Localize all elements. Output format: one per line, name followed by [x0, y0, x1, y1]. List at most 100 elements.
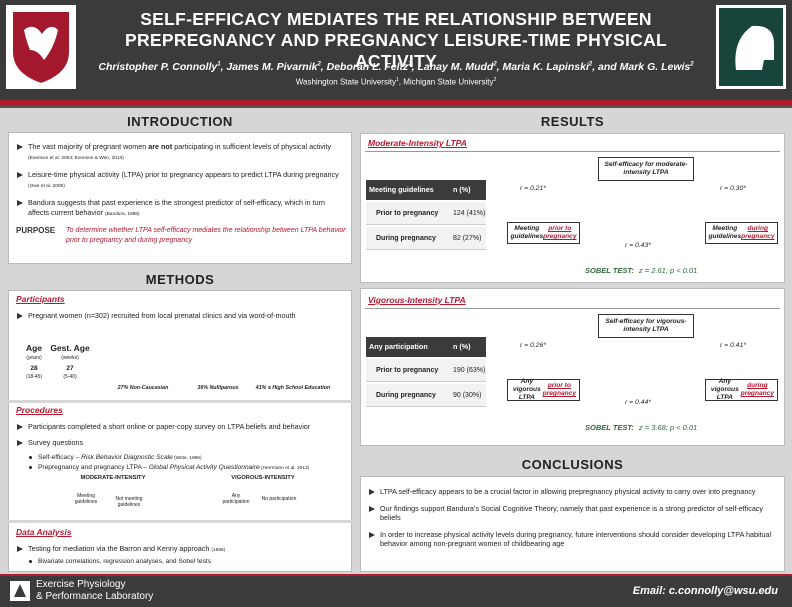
diagram-option: Meeting guidelines: [74, 493, 98, 505]
text-segment: prior to pregnancy: [543, 225, 577, 240]
path-label: r = 0.44*: [625, 399, 651, 406]
path-label: r = 0.43*: [625, 242, 651, 249]
footer-stripe: [0, 574, 792, 576]
bullet: In order to increase physical activity l…: [368, 530, 780, 549]
author: , James M. Pivarnik: [220, 61, 318, 73]
sub-bullet: Prepregnancy and pregnancy LTPA – Global…: [16, 463, 346, 473]
bullet: Pregnant women (n=302) recruited from lo…: [16, 311, 346, 321]
section-heading: METHODS: [145, 272, 215, 287]
subsection-heading: Data Analysis: [16, 527, 72, 537]
demographic-unit: (years): [26, 355, 42, 361]
title: PREPREGNANCY AND PREGNANCY LEISURE-TIME …: [124, 30, 668, 71]
introduction-panel: [8, 132, 352, 264]
bullet: Bandura suggests that past experience is…: [16, 198, 346, 219]
bullet: Testing for mediation via the Barron and…: [16, 544, 346, 556]
text-segment: Prepregnancy and pregnancy LTPA –: [38, 464, 149, 471]
pie-caption: 36% Nulliparous: [197, 385, 239, 391]
table-header: Any participation: [366, 337, 450, 357]
affiliation-mark: 2: [317, 61, 321, 68]
sub-bullet: Self-efficacy – Risk Behavior Diagnostic…: [16, 453, 346, 463]
affiliation-mark: 2: [690, 61, 694, 68]
pie-caption: 41% ≤ High School Education: [255, 385, 331, 391]
table-cell: Prior to pregnancy: [366, 202, 450, 225]
demographic-label: Age: [25, 343, 43, 353]
bullet: The vast majority of pregnant women are …: [16, 142, 346, 163]
diagram-node: Meeting guidelines during pregnancy: [705, 222, 778, 244]
table-cell: 190 (63%): [450, 359, 486, 382]
conclusions-panel: [360, 476, 785, 572]
sobel-label: SOBEL TEST:: [585, 423, 634, 432]
diagram-node: Meeting guidelines prior to pregnancy: [507, 222, 580, 244]
author: , Lanay M. Mudd: [411, 61, 494, 73]
affiliation-mark: 2: [408, 61, 412, 68]
path-label: r = 0.30*: [720, 185, 746, 192]
text-segment: (Owe et al. 2009): [28, 183, 65, 189]
bullet: LTPA self-efficacy appears to be a cruci…: [368, 487, 780, 497]
path-label: r = 0.26*: [520, 342, 546, 349]
header-line: [0, 106, 792, 108]
sobel-test: SOBEL TEST: z = 2.61; p < 0.01: [585, 266, 697, 275]
diagram-node: Self-efficacy for vigorous-intensity LTP…: [598, 314, 694, 338]
demographic-label: Gest. Age: [50, 343, 90, 353]
divider: [8, 400, 352, 403]
demographic-range: (5-40): [63, 374, 77, 380]
text-segment: Meeting guidelines: [708, 225, 742, 240]
text-segment: Bandura suggests that past experience is…: [28, 198, 325, 217]
text-segment: during pregnancy: [740, 382, 775, 397]
text-segment: participating in sufficient levels of ph…: [172, 142, 332, 151]
author: Christopher P. Connolly: [98, 61, 218, 73]
sobel-test: SOBEL TEST: z = 3.68; p < 0.01: [585, 423, 697, 432]
title: SELF-EFFICACY MEDIATES THE RELATIONSHIP …: [140, 9, 652, 29]
affiliation-mark: 2: [588, 61, 593, 68]
text-segment: Any vigorous LTPA: [710, 378, 739, 401]
table-header: n (%): [450, 180, 486, 200]
lab-logo-mark: [14, 584, 26, 597]
path-label: r = 0.41*: [720, 342, 746, 349]
msu-logo-mark: [735, 25, 774, 70]
text-segment: (Herrmann et al. 2013): [259, 466, 310, 471]
diagram-option: No participation: [261, 496, 297, 502]
text-segment: (Witte, 1996): [172, 456, 202, 461]
text-segment: (Evenson et al. 2004; Evenson & Wen, 201…: [28, 155, 124, 161]
table-header: n (%): [450, 337, 486, 357]
rule: [365, 308, 780, 309]
author: , and Mark G. Lewis: [592, 61, 691, 73]
subsection-heading: Moderate-Intensity LTPA: [368, 138, 467, 148]
sobel-value: z = 3.68; p < 0.01: [638, 423, 698, 432]
header-bg: [0, 0, 792, 100]
affiliation-mark: 2: [493, 77, 497, 83]
authors: Christopher P. Connolly1, James M. Pivar…: [80, 61, 712, 73]
table-cell: 124 (41%): [450, 202, 486, 225]
bullet: Our findings support Bandura’s Social Co…: [368, 504, 780, 523]
email: Email: c.connolly@wsu.edu: [632, 585, 778, 597]
data-analysis-body: Testing for mediation via the Barron and…: [16, 544, 346, 566]
wsu-logo-mark: [24, 26, 58, 60]
affiliation: Washington State University: [295, 77, 396, 87]
table-cell: During pregnancy: [366, 384, 450, 407]
section-heading: INTRODUCTION: [127, 114, 233, 129]
bullet: Leisure-time physical activity (LTPA) pr…: [16, 170, 346, 191]
purpose: PURPOSE To determine whether LTPA self-ef…: [16, 226, 346, 245]
purpose-label: PURPOSE: [16, 226, 56, 235]
methods-panel: [8, 290, 352, 572]
text-segment: are not: [148, 142, 173, 151]
text-segment: Testing for mediation via the Barron and…: [28, 544, 212, 553]
rule: [365, 151, 780, 152]
conclusions-body: LTPA self-efficacy appears to be a cruci…: [368, 487, 780, 556]
demographic-value: 28: [30, 365, 38, 372]
pie-caption: 27% Non-Caucasian: [117, 385, 169, 391]
text-segment: Risk Behavior Diagnostic Scale: [81, 454, 173, 461]
subsection-heading: Procedures: [16, 405, 63, 415]
text-segment: Leisure-time physical activity (LTPA) pr…: [28, 170, 339, 179]
text-segment: (1986): [211, 548, 226, 553]
text-segment: Any vigorous LTPA: [512, 378, 541, 401]
table-cell: 82 (27%): [450, 227, 486, 250]
section-heading: RESULTS: [540, 114, 605, 129]
demographic-unit: (weeks): [61, 355, 79, 361]
diagram-title: VIGOROUS-INTENSITY: [231, 475, 295, 481]
text-segment: prior to pregnancy: [542, 382, 577, 397]
author: , Maria K. Lapinski: [496, 61, 589, 73]
section-heading: CONCLUSIONS: [521, 457, 624, 472]
table-cell: Prior to pregnancy: [366, 359, 450, 382]
